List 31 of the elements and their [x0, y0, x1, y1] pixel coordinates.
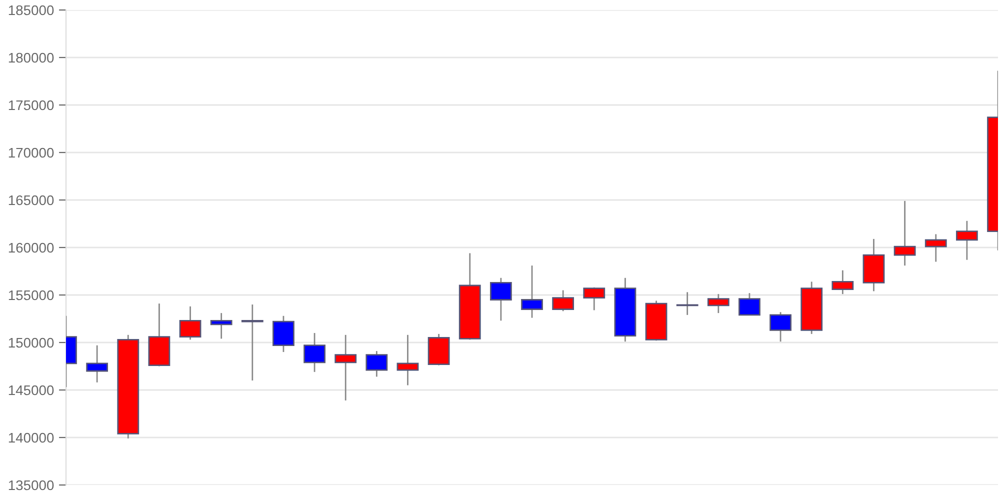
candlestick — [583, 286, 606, 311]
y-tick-label: 150000 — [8, 338, 54, 348]
candlestick — [241, 304, 264, 382]
candlestick — [521, 264, 543, 318]
candlestick — [179, 306, 202, 340]
candlestick — [334, 334, 357, 402]
candlestick — [210, 312, 232, 340]
candlestick — [490, 277, 512, 322]
y-tick-label: 135000 — [8, 480, 54, 490]
y-tick-label: 170000 — [8, 148, 54, 158]
candlestick — [832, 270, 854, 295]
candlestick — [770, 311, 792, 342]
candlestick — [272, 315, 294, 353]
candlestick — [304, 332, 326, 373]
y-tick-label: 180000 — [8, 52, 54, 63]
candlestick — [924, 234, 947, 262]
y-tick-label: 165000 — [8, 195, 54, 206]
candlestick — [956, 220, 978, 261]
y-tick-label: 140000 — [8, 432, 54, 443]
candlestick — [552, 290, 574, 312]
candlestick — [366, 350, 388, 378]
y-tick-label: 155000 — [8, 290, 54, 300]
candlestick — [894, 200, 916, 266]
candlestick — [86, 344, 108, 384]
candlestick — [396, 334, 419, 386]
y-tick-label: 145000 — [8, 385, 54, 396]
y-tick-label: 160000 — [8, 242, 54, 253]
y-tick-label: 175000 — [8, 100, 54, 110]
y-tick-label: 185000 — [8, 5, 54, 16]
candlestick — [707, 293, 730, 314]
candlestick — [738, 292, 760, 316]
